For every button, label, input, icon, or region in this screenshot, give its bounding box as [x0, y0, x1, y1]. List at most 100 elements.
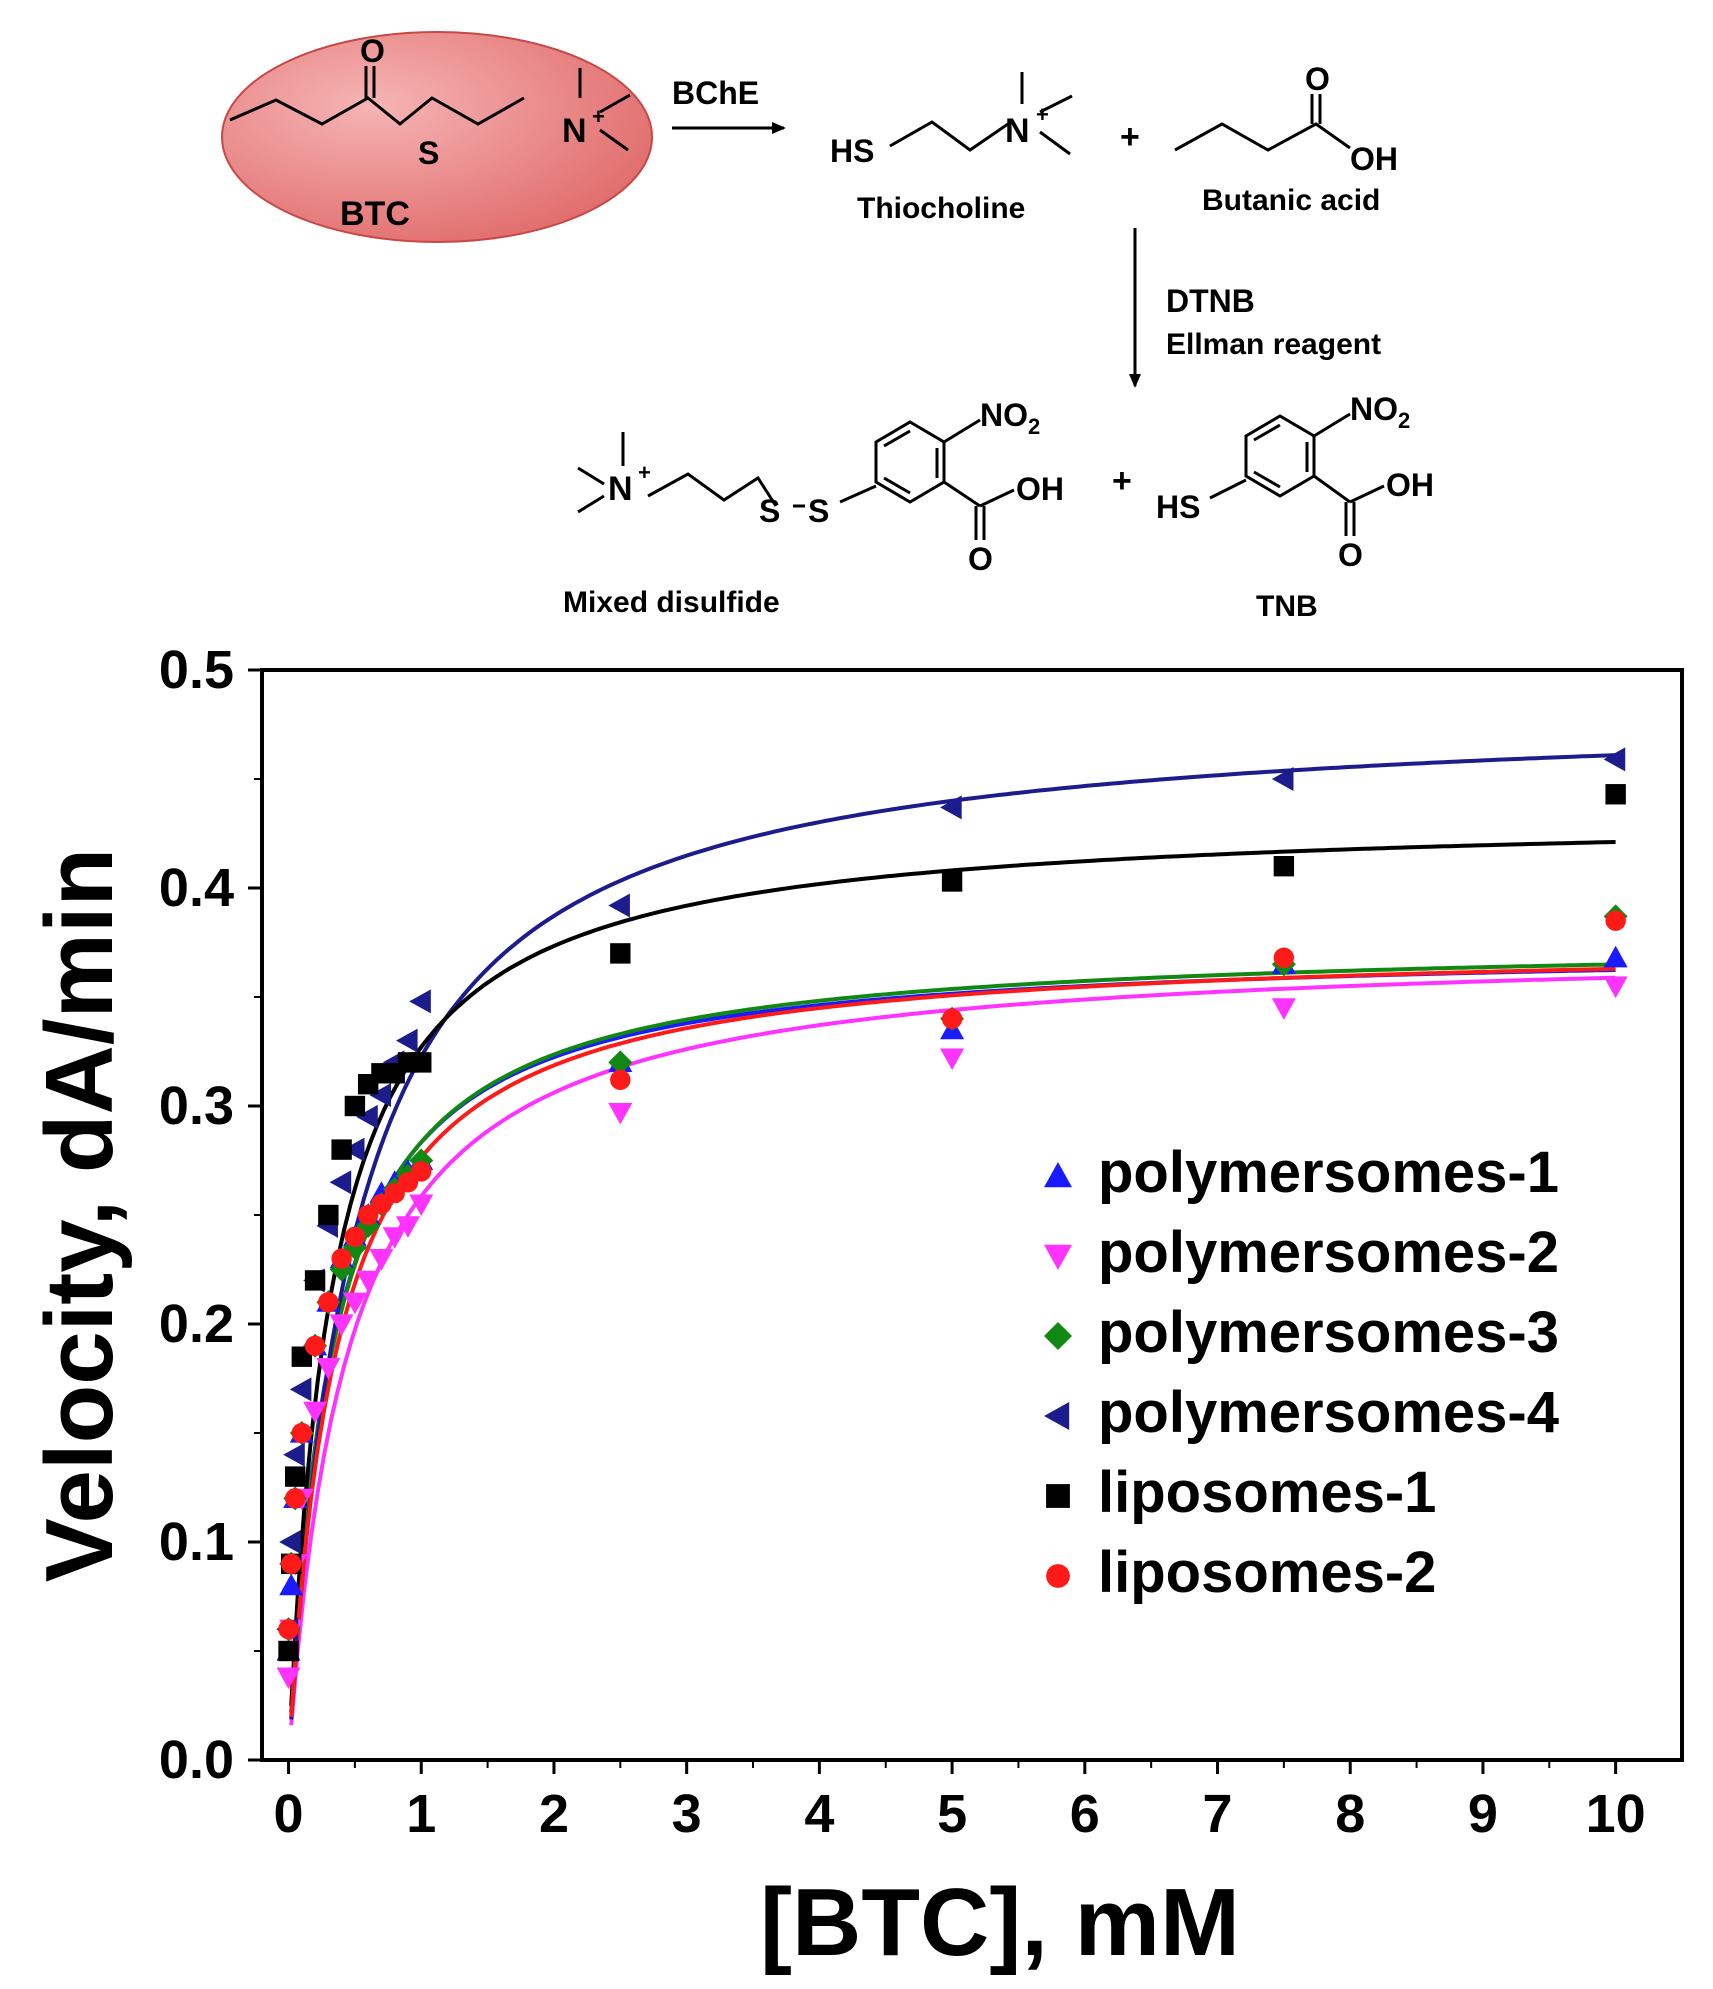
- mixed-disulfide-structure: [577, 418, 1015, 540]
- disulfide-s2: S: [808, 493, 829, 529]
- butanic-acid-structure: [1174, 94, 1351, 152]
- liposomes-1-fit-curve: [289, 840, 1616, 1706]
- polymersomes-1-legend-marker: [1044, 1162, 1072, 1188]
- liposomes-1-point: [284, 1466, 306, 1487]
- polymersomes-1-point: [1603, 945, 1628, 968]
- polymersomes-2-point: [316, 1358, 341, 1380]
- butanic-acid-oh: OH: [1350, 141, 1398, 177]
- tnb-structure: [1209, 412, 1385, 536]
- polymersomes-2-legend-marker: [1044, 1244, 1072, 1270]
- dtnb-label: DTNB: [1166, 283, 1255, 319]
- polymersomes-2-point: [1603, 976, 1628, 999]
- polymersomes-4-point: [409, 989, 431, 1014]
- polymersomes-2-point: [276, 1667, 301, 1690]
- liposomes-1-point: [610, 943, 631, 964]
- thiocholine-structure: [889, 72, 1073, 156]
- liposomes-1-legend-marker: [1046, 1484, 1070, 1508]
- thiocholine-plus: +: [1036, 102, 1049, 127]
- y-tick-label: 0.1: [159, 1512, 234, 1572]
- x-tick-label: 3: [672, 1784, 702, 1844]
- x-tick-label: 5: [937, 1784, 967, 1844]
- butanic-acid-o: O: [1305, 61, 1330, 97]
- polymersomes-2-point: [409, 1194, 434, 1217]
- substrate-ellipse: [221, 31, 653, 243]
- liposomes-2-point: [318, 1292, 339, 1313]
- polymersomes-3-legend-marker: [1044, 1322, 1072, 1350]
- legend: polymersomes-1 polymersomes-2 polymersomes…: [1044, 1140, 1559, 1605]
- btc-s: S: [418, 135, 439, 171]
- liposomes-1-point: [1605, 784, 1626, 805]
- liposomes-2-legend-label: liposomes-2: [1098, 1540, 1436, 1605]
- disulfide-oh: OH: [1016, 471, 1064, 507]
- bche-label: BChE: [672, 75, 759, 111]
- plus-sign-2: +: [1112, 462, 1132, 500]
- polymersomes-4-point: [395, 1028, 418, 1053]
- btc-label: BTC: [340, 195, 410, 233]
- polymersomes-2-point: [356, 1270, 381, 1293]
- polymersomes-4-point: [940, 795, 962, 820]
- liposomes-2-point: [1273, 947, 1295, 968]
- thiocholine-label: Thiocholine: [857, 192, 1025, 225]
- polymersomes-4-legend-label: polymersomes-4: [1098, 1380, 1559, 1445]
- plot-frame: [260, 668, 1684, 1762]
- y-axis-title: Velocity, dA/min: [26, 848, 133, 1582]
- data-points: [276, 747, 1628, 1690]
- polymersomes-2-point: [608, 1102, 633, 1125]
- x-axis-title: [BTC], mM: [760, 1869, 1240, 1976]
- liposomes-1-point: [411, 1052, 432, 1073]
- polymersomes-2-point: [329, 1314, 354, 1336]
- liposomes-2-point: [291, 1422, 313, 1444]
- liposomes-1-legend-label: liposomes-1: [1098, 1460, 1436, 1525]
- polymersomes-3-legend-label: polymersomes-3: [1098, 1300, 1559, 1365]
- x-tick-label: 4: [804, 1784, 834, 1844]
- butanic-acid-label: Butanic acid: [1202, 184, 1380, 217]
- polymersomes-4-point: [329, 1170, 352, 1195]
- liposomes-2-point: [304, 1335, 326, 1357]
- liposomes-2-point: [1605, 910, 1626, 931]
- x-tick-label: 8: [1335, 1784, 1365, 1844]
- axis-labels: [BTC], mM Velocity, dA/min: [26, 848, 1240, 1976]
- liposomes-1-point: [344, 1095, 366, 1117]
- polymersomes-2-point: [395, 1216, 420, 1238]
- tnb-label: TNB: [1256, 590, 1318, 623]
- polymersomes-4-point: [342, 1137, 365, 1162]
- polymersomes-4-point: [289, 1377, 312, 1402]
- btc-o: O: [360, 33, 385, 69]
- x-tick-label: 7: [1202, 1784, 1232, 1844]
- x-tick-label: 6: [1070, 1784, 1100, 1844]
- polymersomes-4-legend-marker: [1044, 1402, 1070, 1430]
- polymersomes-2-legend-label: polymersomes-2: [1098, 1220, 1559, 1285]
- tnb-no2: NO2: [1350, 391, 1410, 433]
- y-tick-label: 0.4: [159, 858, 234, 918]
- kinetics-chart: 0 1 2 3 4 5 6 7 8 9 10 0.0 0.1 0.2 0.3 0.4 0.5 [BTC], mM…: [26, 640, 1684, 1976]
- liposomes-2-point: [941, 1008, 963, 1029]
- thiocholine-n: N: [1005, 112, 1030, 150]
- liposomes-1-point: [304, 1270, 326, 1291]
- polymersomes-4-point: [356, 1104, 378, 1129]
- polymersomes-2-point: [303, 1401, 328, 1424]
- liposomes-1-point: [941, 871, 963, 892]
- reaction-scheme: O S N + BTC BChE HS N + Thiocholine + O …: [221, 31, 1434, 623]
- disulfide-plus: +: [638, 460, 651, 485]
- polymersomes-3-fit-curve: [289, 962, 1616, 1714]
- plus-sign-1: +: [1120, 118, 1140, 156]
- x-tick-label: 2: [539, 1784, 569, 1844]
- y-tick-label: 0.3: [159, 1076, 234, 1136]
- polymersomes-4-point: [608, 893, 630, 918]
- disulfide-s1: S: [759, 493, 780, 529]
- x-tick-label: 1: [406, 1784, 436, 1844]
- y-tick-label: 0.2: [159, 1294, 234, 1354]
- liposomes-2-point: [284, 1488, 306, 1509]
- polymersomes-1-legend-label: polymersomes-1: [1098, 1140, 1559, 1205]
- polymersomes-1-point: [279, 1573, 304, 1596]
- liposomes-1-point: [1273, 856, 1295, 877]
- btc-plus: +: [592, 104, 605, 129]
- liposomes-2-legend-marker: [1046, 1564, 1070, 1588]
- liposomes-2-point: [280, 1553, 302, 1575]
- polymersomes-2-point: [940, 1048, 965, 1071]
- liposomes-2-point: [278, 1619, 299, 1640]
- polymersomes-2-point: [369, 1249, 394, 1271]
- polymersomes-4-point: [1271, 767, 1294, 791]
- liposomes-1-point: [278, 1640, 299, 1662]
